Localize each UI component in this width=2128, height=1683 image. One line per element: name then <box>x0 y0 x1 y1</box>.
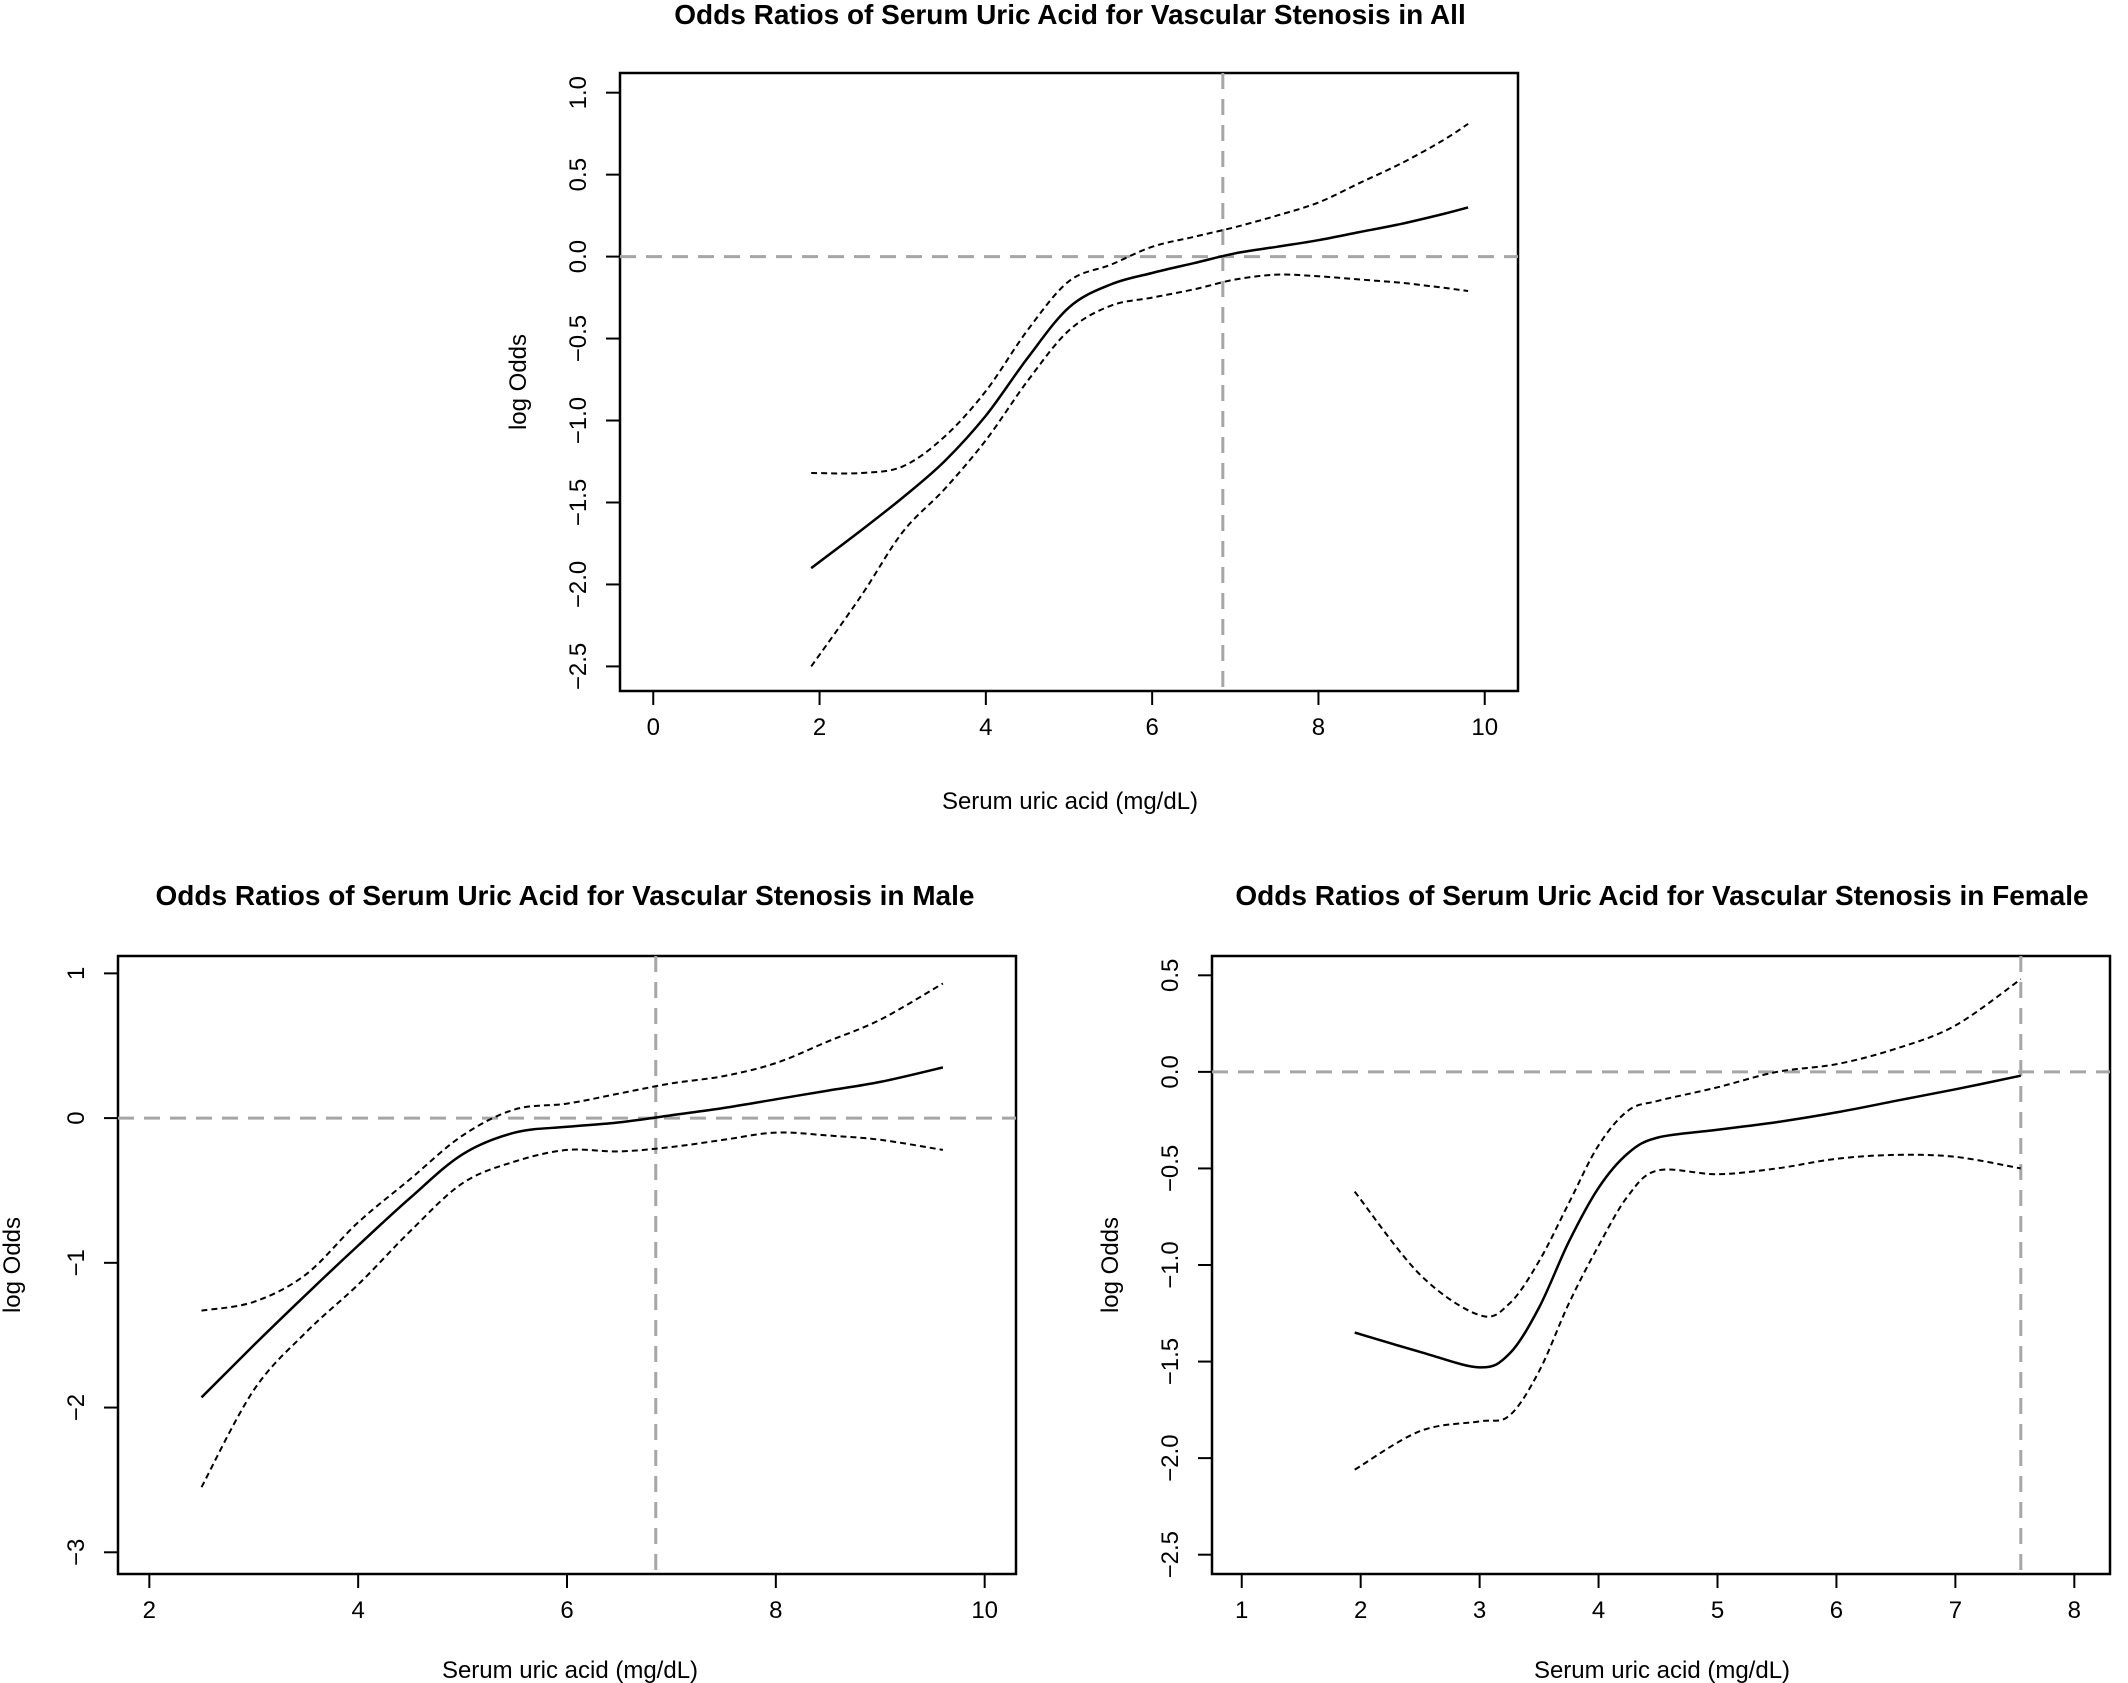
y-tick-label: 1.0 <box>565 76 592 109</box>
estimate-line <box>810 206 1469 570</box>
chart-title: Odds Ratios of Serum Uric Acid for Vascu… <box>674 0 1465 30</box>
y-tick-label: −1.0 <box>565 397 592 444</box>
y-axis-label: log Odds <box>1097 1217 1124 1313</box>
panel-female: Odds Ratios of Serum Uric Acid for Vascu… <box>1097 880 2112 1683</box>
ci-line <box>1353 978 2022 1318</box>
y-tick-label: 0 <box>63 1111 90 1124</box>
y-tick-label: −1 <box>63 1249 90 1276</box>
plot-frame <box>1210 954 2112 1576</box>
x-axis-label: Serum uric acid (mg/dL) <box>442 1657 698 1683</box>
y-tick-label: −1.5 <box>1157 1338 1184 1385</box>
x-tick-label: 6 <box>560 1597 573 1624</box>
ci-line <box>1354 1153 2021 1471</box>
x-tick-label: 2 <box>143 1597 156 1624</box>
y-tick-label: −2.5 <box>1157 1531 1184 1578</box>
x-tick-label: 2 <box>1354 1597 1367 1624</box>
panel-all: Odds Ratios of Serum Uric Acid for Vascu… <box>505 0 1520 815</box>
x-tick-label: 10 <box>971 1597 998 1624</box>
estimate-line <box>200 1066 944 1399</box>
ci-line <box>810 273 1469 667</box>
x-tick-label: 4 <box>979 714 992 741</box>
x-tick-label: 1 <box>1235 1597 1248 1624</box>
y-tick-label: −2 <box>63 1394 90 1421</box>
y-tick-label: −2.0 <box>1157 1434 1184 1481</box>
x-tick-label: 8 <box>1312 714 1325 741</box>
x-tick-label: 2 <box>813 714 826 741</box>
y-tick-label: 0.5 <box>565 158 592 191</box>
y-tick-label: 0.0 <box>1157 1055 1184 1088</box>
y-tick-label: 0.5 <box>1157 959 1184 992</box>
plot-frame <box>116 954 1018 1576</box>
x-tick-label: 8 <box>2068 1597 2081 1624</box>
x-tick-label: 8 <box>769 1597 782 1624</box>
y-tick-label: 1 <box>63 967 90 980</box>
x-tick-label: 6 <box>1145 714 1158 741</box>
estimate-line <box>1354 1074 2022 1369</box>
x-tick-label: 0 <box>647 714 660 741</box>
y-axis-label: log Odds <box>505 334 532 430</box>
y-tick-label: −0.5 <box>565 315 592 362</box>
y-tick-label: −0.5 <box>1157 1145 1184 1192</box>
y-tick-label: −3 <box>63 1539 90 1566</box>
y-tick-label: −1.5 <box>565 479 592 526</box>
plot-frame <box>618 71 1520 693</box>
x-tick-label: 7 <box>1949 1597 1962 1624</box>
x-axis-label: Serum uric acid (mg/dL) <box>942 788 1198 815</box>
x-tick-label: 5 <box>1711 1597 1724 1624</box>
x-tick-label: 4 <box>351 1597 364 1624</box>
panel-male: Odds Ratios of Serum Uric Acid for Vascu… <box>0 880 1018 1683</box>
x-tick-label: 10 <box>1471 714 1498 741</box>
ci-line <box>201 982 944 1312</box>
x-tick-label: 4 <box>1592 1597 1605 1624</box>
y-axis-label: log Odds <box>0 1217 26 1313</box>
chart-title: Odds Ratios of Serum Uric Acid for Vascu… <box>156 880 975 911</box>
ci-line <box>811 122 1469 475</box>
y-tick-label: −2.0 <box>565 561 592 608</box>
x-tick-label: 3 <box>1473 1597 1486 1624</box>
x-tick-label: 6 <box>1830 1597 1843 1624</box>
chart-title: Odds Ratios of Serum Uric Acid for Vascu… <box>1235 880 2088 911</box>
y-tick-label: −1.0 <box>1157 1241 1184 1288</box>
ci-line <box>200 1131 944 1488</box>
y-tick-label: −2.5 <box>565 643 592 690</box>
y-tick-label: 0.0 <box>565 240 592 273</box>
x-axis-label: Serum uric acid (mg/dL) <box>1534 1657 1790 1683</box>
